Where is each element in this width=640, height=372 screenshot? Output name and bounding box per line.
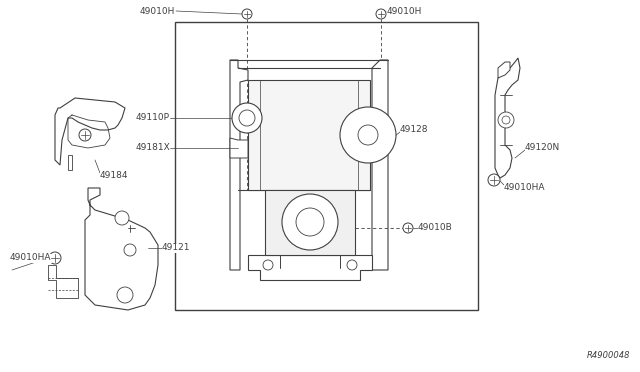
Circle shape [376,9,386,19]
Bar [175,22,478,310]
Polygon shape [495,58,520,178]
Text: 49010H: 49010H [140,6,175,16]
Circle shape [282,194,338,250]
Polygon shape [498,62,510,78]
Circle shape [340,107,396,163]
Text: 49010B: 49010B [418,224,452,232]
Polygon shape [230,60,248,270]
Circle shape [347,260,357,270]
Text: 49128: 49128 [400,125,429,135]
Circle shape [296,208,324,236]
Text: 49184: 49184 [100,170,129,180]
Text: 49120N: 49120N [525,144,560,153]
Polygon shape [265,190,355,255]
Circle shape [358,125,378,145]
Circle shape [502,116,510,124]
Polygon shape [48,265,78,298]
Circle shape [49,252,61,264]
Circle shape [403,223,413,233]
Circle shape [124,244,136,256]
Circle shape [232,103,262,133]
Text: 49181X: 49181X [135,144,170,153]
Polygon shape [248,80,370,190]
Text: 49010HA: 49010HA [10,253,51,263]
Polygon shape [230,138,248,158]
Text: 49010HA: 49010HA [504,183,545,192]
Polygon shape [85,188,158,310]
Circle shape [263,260,273,270]
Polygon shape [68,155,72,170]
Polygon shape [248,255,372,280]
Polygon shape [55,98,125,165]
Text: R4900048: R4900048 [586,351,630,360]
Circle shape [115,211,129,225]
Text: 49110P: 49110P [136,113,170,122]
Polygon shape [372,60,388,270]
Circle shape [79,129,91,141]
Circle shape [117,287,133,303]
Text: 49121: 49121 [162,244,191,253]
Circle shape [498,112,514,128]
Text: 49010H: 49010H [387,6,422,16]
Circle shape [239,110,255,126]
Circle shape [242,9,252,19]
Circle shape [488,174,500,186]
